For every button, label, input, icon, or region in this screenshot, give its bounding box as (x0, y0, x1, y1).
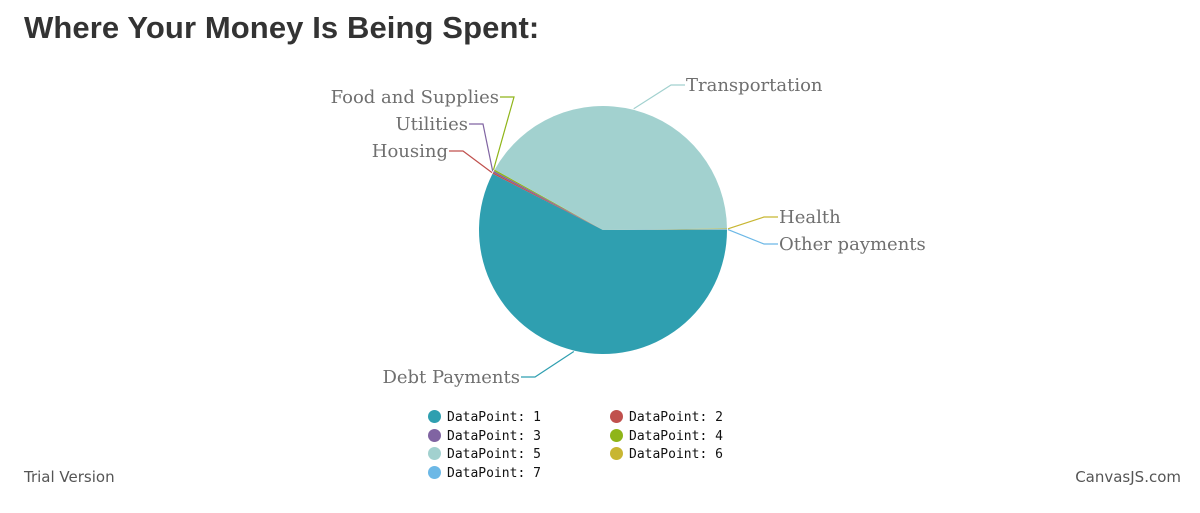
slice-label-debt-payments: Debt Payments (382, 367, 520, 388)
legend-item[interactable]: DataPoint: 2 (610, 409, 723, 427)
pie-slice-utilities[interactable] (493, 170, 603, 230)
pie-slice-housing[interactable] (492, 172, 603, 230)
canvasjs-credit-link[interactable]: CanvasJS.com (1075, 468, 1181, 486)
slice-label-housing: Housing (372, 141, 448, 162)
connector-housing (449, 150, 493, 174)
pie-slice-transportation[interactable] (494, 106, 727, 230)
connector-utilities (469, 123, 494, 172)
pie-slice-food-and-supplies[interactable] (493, 169, 603, 230)
pie-slice-health[interactable] (603, 228, 727, 230)
slice-label-food-and-supplies: Food and Supplies (331, 87, 499, 108)
legend-label: DataPoint: 1 (447, 410, 541, 425)
slice-label-health: Health (779, 207, 841, 228)
legend-item[interactable]: DataPoint: 3 (428, 428, 541, 446)
legend-label: DataPoint: 7 (447, 465, 541, 481)
slice-labels: Debt Payments Housing Utilities Food and Su… (331, 75, 926, 388)
pie-slices (479, 106, 728, 355)
pie-slice-debt-payments[interactable] (479, 173, 727, 355)
legend-marker-icon (428, 410, 441, 423)
legend-item[interactable]: DataPoint: 6 (610, 446, 723, 464)
legend-marker-icon (610, 410, 623, 423)
connector-food-and-supplies (492, 96, 515, 170)
slice-label-transportation: Transportation (686, 75, 823, 96)
label-connectors (449, 84, 778, 378)
pie-slice-other-payments[interactable] (603, 229, 728, 230)
legend-item[interactable]: DataPoint: 1 (428, 409, 541, 427)
legend-label: DataPoint: 4 (629, 428, 723, 444)
connector-health (727, 216, 778, 230)
connector-transportation (633, 84, 685, 110)
slice-label-other-payments: Other payments (779, 234, 926, 255)
legend-item[interactable]: DataPoint: 7 (428, 465, 541, 483)
legend-label: DataPoint: 3 (447, 428, 541, 444)
legend-marker-icon (428, 428, 441, 442)
legend-label: DataPoint: 6 (629, 447, 723, 462)
legend-marker-icon (610, 447, 623, 460)
legend-item[interactable]: DataPoint: 5 (428, 446, 541, 464)
connector-other-payments (727, 229, 778, 245)
connector-debt-payments (521, 350, 575, 378)
legend-marker-icon (428, 447, 441, 460)
trial-version-label: Trial Version (24, 468, 115, 486)
legend-label: DataPoint: 5 (447, 447, 541, 462)
legend-label: DataPoint: 2 (629, 410, 723, 425)
legend-marker-icon (610, 428, 623, 442)
page-title: Where Your Money Is Being Spent: (24, 10, 540, 45)
legend-item[interactable]: DataPoint: 4 (610, 428, 723, 446)
slice-label-utilities: Utilities (395, 114, 468, 135)
legend-marker-icon (428, 465, 441, 479)
